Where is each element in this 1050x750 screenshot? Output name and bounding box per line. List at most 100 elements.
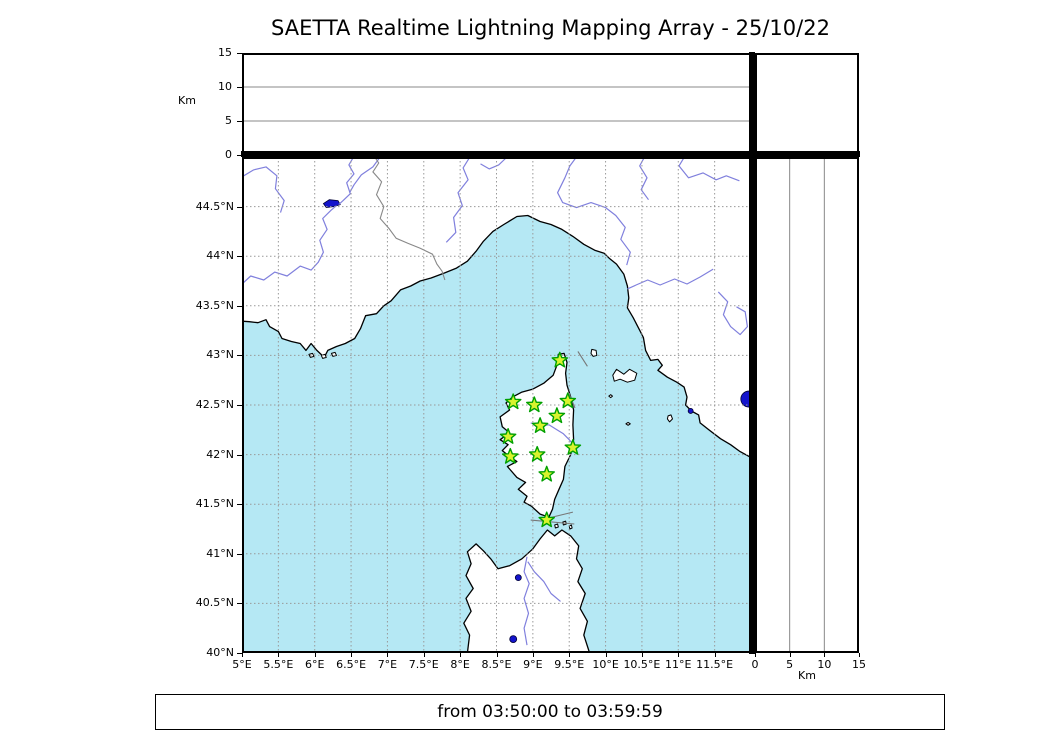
country-border bbox=[372, 157, 446, 281]
longitude-tick-label: 5.5°E bbox=[263, 658, 294, 671]
station-marker bbox=[551, 351, 569, 368]
altitude-tick-label: 5 bbox=[225, 114, 232, 127]
tick-mark bbox=[789, 653, 791, 657]
latitude-tick-label: 44.5°N bbox=[195, 199, 234, 213]
latitude-tick-label: 42°N bbox=[206, 447, 234, 461]
latitude-tick-label: 42.5°N bbox=[195, 398, 234, 411]
station-marker bbox=[531, 417, 549, 433]
latitude-tick-label: 44°N bbox=[206, 249, 234, 263]
altitude-longitude-panel bbox=[242, 53, 751, 155]
longitude-tick-label: 11°E bbox=[665, 658, 692, 671]
latitude-tick-label: 41.5°N bbox=[195, 497, 234, 511]
longitude-tick-label: 10°E bbox=[592, 658, 619, 671]
altitude-tick-label: 0 bbox=[751, 658, 759, 671]
tick-mark bbox=[351, 653, 353, 657]
tick-mark bbox=[423, 653, 425, 657]
river bbox=[523, 556, 530, 646]
altitude-axis-label: Km bbox=[178, 94, 196, 107]
station-marker bbox=[526, 396, 543, 413]
river bbox=[480, 157, 508, 170]
latitude-tick-label: 40°N bbox=[206, 646, 234, 659]
altitude-histogram-panel bbox=[755, 53, 859, 155]
river bbox=[627, 268, 714, 290]
island bbox=[625, 421, 631, 426]
station-marker bbox=[564, 439, 582, 455]
island bbox=[666, 414, 673, 423]
river bbox=[717, 291, 748, 336]
altitude-histogram-plot bbox=[755, 53, 859, 155]
station-marker bbox=[538, 511, 555, 528]
island bbox=[568, 524, 573, 530]
tick-mark bbox=[237, 653, 242, 654]
panel-frame bbox=[755, 157, 859, 653]
page-title: SAETTA Realtime Lightning Mapping Array … bbox=[271, 16, 830, 40]
panel-separator-horizontal bbox=[241, 151, 860, 157]
tick-mark bbox=[496, 653, 498, 657]
station-marker bbox=[548, 407, 566, 424]
tick-mark bbox=[569, 653, 571, 657]
river bbox=[445, 157, 471, 243]
longitude-tick-label: 8°E bbox=[450, 658, 470, 671]
map-plot bbox=[242, 157, 751, 653]
river bbox=[242, 166, 285, 213]
altitude-tick-label: 15 bbox=[852, 658, 866, 671]
altitude-latitude-plot bbox=[755, 157, 859, 653]
longitude-tick-label: 5°E bbox=[232, 658, 252, 671]
altitude-tick-label: 0 bbox=[225, 148, 232, 161]
longitude-tick-label: 8.5°E bbox=[481, 658, 512, 671]
altitude-axis-label: Km bbox=[798, 669, 816, 682]
longitude-tick-label: 9°E bbox=[523, 658, 543, 671]
station-marker bbox=[528, 445, 546, 462]
altitude-tick-label: 15 bbox=[218, 46, 232, 59]
panel-frame bbox=[755, 53, 859, 155]
latitude-tick-label: 43.5°N bbox=[195, 298, 234, 312]
lake bbox=[687, 408, 694, 414]
station-marker bbox=[502, 447, 519, 464]
tick-mark bbox=[460, 653, 462, 657]
longitude-tick-label: 10.5°E bbox=[623, 658, 661, 671]
station-marker bbox=[559, 392, 577, 409]
latitude-tick-label: 40.5°N bbox=[195, 596, 234, 610]
tick-mark bbox=[278, 653, 280, 657]
lake bbox=[509, 635, 518, 644]
latitude-tick-label: 41°N bbox=[206, 546, 234, 560]
altitude-longitude-plot bbox=[242, 53, 751, 155]
tick-mark bbox=[242, 653, 243, 657]
tick-mark bbox=[605, 653, 607, 657]
island bbox=[330, 351, 337, 357]
tick-mark bbox=[824, 653, 826, 657]
river bbox=[557, 157, 631, 266]
longitude-tick-label: 9.5°E bbox=[554, 658, 585, 671]
station-marker bbox=[538, 465, 555, 482]
island bbox=[554, 523, 559, 529]
river bbox=[527, 561, 561, 602]
tick-mark bbox=[641, 653, 643, 657]
altitude-tick-label: 5 bbox=[786, 658, 794, 671]
altitude-latitude-panel bbox=[755, 157, 859, 653]
river bbox=[349, 157, 381, 193]
river bbox=[338, 157, 355, 206]
longitude-tick-label: 7.5°E bbox=[408, 658, 439, 671]
time-range-text: from 03:50:00 to 03:59:59 bbox=[437, 702, 663, 722]
tick-mark bbox=[755, 653, 756, 657]
panel-frame bbox=[242, 53, 751, 155]
river bbox=[678, 157, 740, 182]
altitude-tick-label: 10 bbox=[817, 658, 832, 671]
island bbox=[590, 348, 598, 357]
maritime-boundary bbox=[577, 351, 588, 367]
tick-mark bbox=[387, 653, 389, 657]
map-panel bbox=[242, 157, 751, 653]
lake bbox=[740, 390, 751, 408]
tick-mark bbox=[859, 653, 860, 657]
tick-mark bbox=[678, 653, 680, 657]
station-marker bbox=[499, 428, 517, 444]
tick-mark bbox=[532, 653, 534, 657]
longitude-tick-label: 6°E bbox=[304, 658, 325, 671]
maritime-boundary bbox=[530, 519, 575, 525]
altitude-tick-label: 10 bbox=[218, 80, 232, 93]
tick-mark bbox=[714, 653, 716, 657]
station-marker bbox=[504, 393, 522, 410]
panel-separator-vertical bbox=[749, 52, 755, 654]
island bbox=[612, 368, 638, 383]
